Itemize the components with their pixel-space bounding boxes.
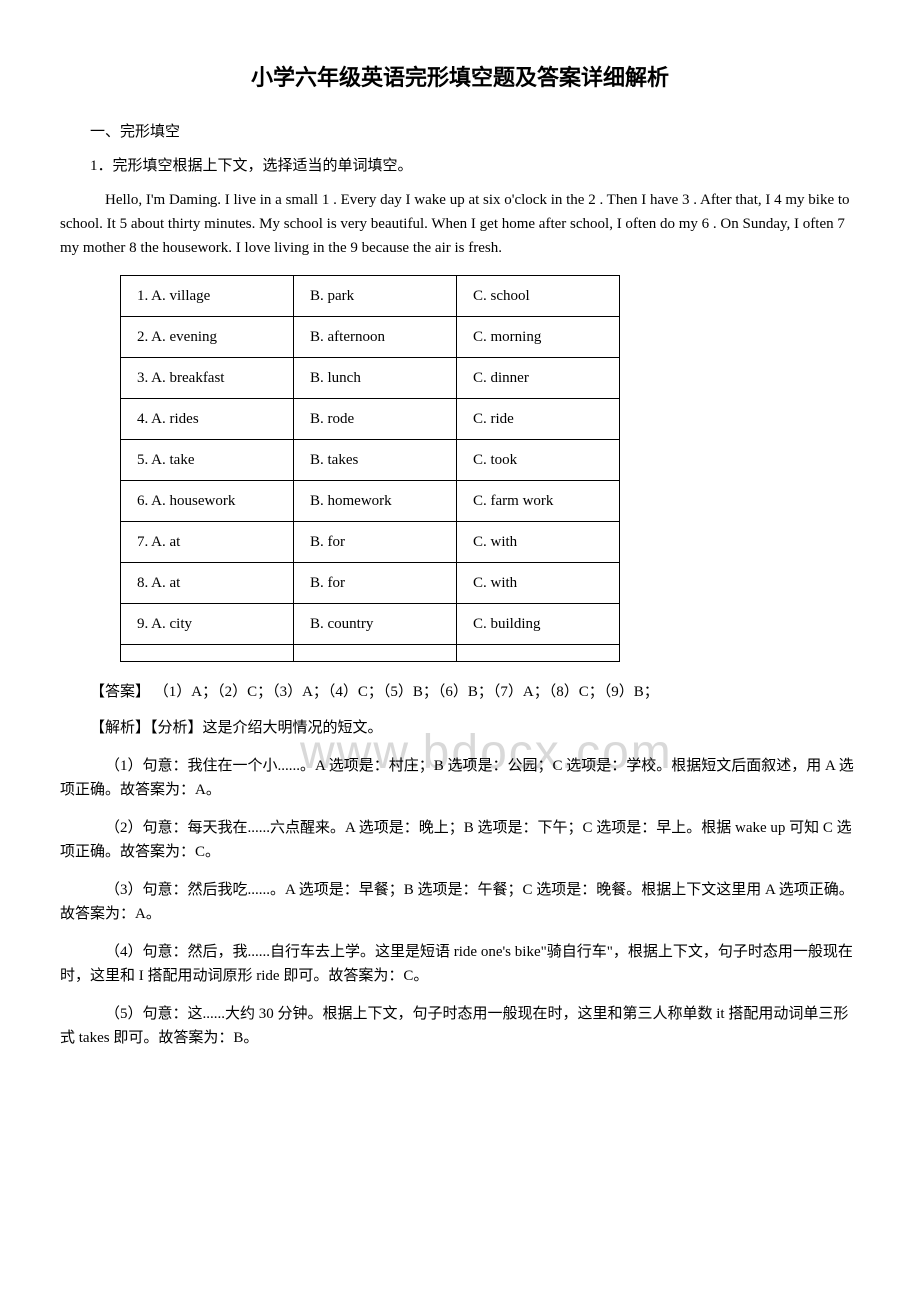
- option-cell-b: B. takes: [294, 440, 457, 481]
- option-cell-a: 7. A. at: [121, 522, 294, 563]
- explanation-item: （5）句意：这......大约 30 分钟。根据上下文，句子时态用一般现在时，这…: [60, 1002, 860, 1050]
- option-cell-a: 2. A. evening: [121, 317, 294, 358]
- explanation-item: （2）句意：每天我在......六点醒来。A 选项是：晚上；B 选项是：下午；C…: [60, 816, 860, 864]
- table-row: 3. A. breakfastB. lunchC. dinner: [121, 358, 620, 399]
- option-cell-c: C. dinner: [457, 358, 620, 399]
- option-cell-c: C. farm work: [457, 481, 620, 522]
- option-cell-c: C. ride: [457, 399, 620, 440]
- analysis-header: 【解析】【分析】这是介绍大明情况的短文。: [60, 716, 860, 740]
- option-cell-b: B. park: [294, 276, 457, 317]
- option-cell-c: C. with: [457, 563, 620, 604]
- explanation-item: （4）句意：然后，我......自行车去上学。这里是短语 ride one's …: [60, 940, 860, 988]
- option-cell-c: C. morning: [457, 317, 620, 358]
- table-row: 8. A. atB. forC. with: [121, 563, 620, 604]
- table-row: 5. A. takeB. takesC. took: [121, 440, 620, 481]
- option-cell-c: C. school: [457, 276, 620, 317]
- table-row: 6. A. houseworkB. homeworkC. farm work: [121, 481, 620, 522]
- option-cell-a: 9. A. city: [121, 604, 294, 645]
- option-cell-a: [121, 645, 294, 662]
- option-cell-b: B. homework: [294, 481, 457, 522]
- table-row: 1. A. villageB. parkC. school: [121, 276, 620, 317]
- explanation-item: （3）句意：然后我吃......。A 选项是：早餐；B 选项是：午餐；C 选项是…: [60, 878, 860, 926]
- option-cell-b: B. rode: [294, 399, 457, 440]
- question-header: 1．完形填空根据上下文，选择适当的单词填空。: [60, 154, 860, 178]
- explanation-item: （1）句意：我住在一个小......。A 选项是：村庄；B 选项是：公园；C 选…: [60, 754, 860, 802]
- option-cell-b: B. for: [294, 522, 457, 563]
- option-cell-c: [457, 645, 620, 662]
- table-row: [121, 645, 620, 662]
- option-cell-b: B. for: [294, 563, 457, 604]
- answer-line: 【答案】 （1）A；（2）C；（3）A；（4）C；（5）B；（6）B；（7）A；…: [60, 680, 860, 704]
- option-cell-b: [294, 645, 457, 662]
- table-row: 7. A. atB. forC. with: [121, 522, 620, 563]
- option-cell-c: C. took: [457, 440, 620, 481]
- option-cell-b: B. lunch: [294, 358, 457, 399]
- option-cell-a: 8. A. at: [121, 563, 294, 604]
- option-cell-b: B. country: [294, 604, 457, 645]
- option-cell-a: 3. A. breakfast: [121, 358, 294, 399]
- page-title: 小学六年级英语完形填空题及答案详细解析: [60, 60, 860, 95]
- option-cell-a: 1. A. village: [121, 276, 294, 317]
- table-row: 4. A. ridesB. rodeC. ride: [121, 399, 620, 440]
- option-cell-a: 5. A. take: [121, 440, 294, 481]
- table-row: 9. A. cityB. countryC. building: [121, 604, 620, 645]
- table-row: 2. A. eveningB. afternoonC. morning: [121, 317, 620, 358]
- option-cell-a: 6. A. housework: [121, 481, 294, 522]
- option-cell-a: 4. A. rides: [121, 399, 294, 440]
- options-table: 1. A. villageB. parkC. school2. A. eveni…: [120, 275, 620, 662]
- passage-text: Hello, I'm Daming. I live in a small 1 .…: [60, 188, 860, 260]
- option-cell-b: B. afternoon: [294, 317, 457, 358]
- option-cell-c: C. building: [457, 604, 620, 645]
- option-cell-c: C. with: [457, 522, 620, 563]
- section-header: 一、完形填空: [60, 120, 860, 144]
